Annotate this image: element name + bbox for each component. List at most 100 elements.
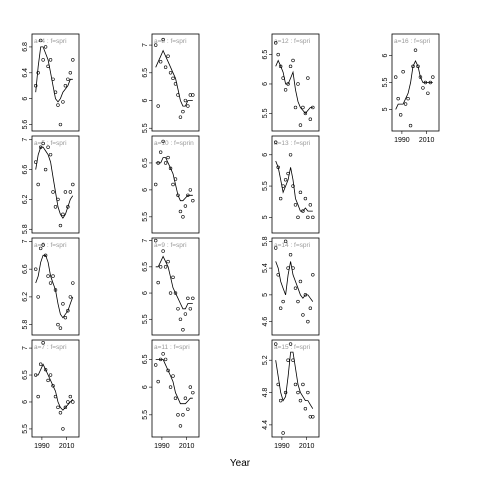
data-point xyxy=(158,265,163,269)
smooth-line xyxy=(395,59,433,110)
data-point xyxy=(183,204,188,208)
data-point xyxy=(278,64,283,69)
data-point xyxy=(303,196,308,201)
y-tick-label: 6 xyxy=(142,291,149,295)
data-point xyxy=(293,105,298,110)
data-point xyxy=(63,315,68,320)
y-tick-label: 6.4 xyxy=(22,68,29,78)
data-point xyxy=(168,71,173,75)
data-point xyxy=(418,75,423,79)
data-point xyxy=(286,82,290,86)
data-point xyxy=(303,111,308,116)
data-point xyxy=(173,177,178,181)
y-tick-label: 4.8 xyxy=(262,388,269,398)
data-point xyxy=(38,145,43,149)
panel-frame xyxy=(271,339,320,438)
data-point xyxy=(281,184,285,188)
data-point xyxy=(66,400,70,404)
y-tick-label: 5.4 xyxy=(262,263,269,273)
y-tick-label: 6 xyxy=(262,153,269,157)
data-point xyxy=(306,319,310,324)
data-point xyxy=(168,385,173,389)
y-tick-label: 6.6 xyxy=(22,165,29,175)
data-point xyxy=(56,322,60,327)
y-tick-label: 5.5 xyxy=(142,410,149,420)
data-point xyxy=(158,60,163,64)
y-tick-label: 6 xyxy=(142,98,149,102)
data-point xyxy=(61,212,65,217)
data-point xyxy=(43,45,48,49)
data-point xyxy=(306,215,310,220)
data-point xyxy=(41,58,45,62)
data-point xyxy=(301,105,305,110)
data-point xyxy=(163,265,168,269)
y-tick-label: 5.5 xyxy=(382,78,389,88)
smooth-line xyxy=(155,49,193,107)
data-point xyxy=(71,58,75,62)
data-point xyxy=(171,374,175,378)
y-tick-label: 7 xyxy=(22,239,29,243)
data-point xyxy=(278,196,283,201)
y-tick-label: 4.6 xyxy=(262,317,269,327)
data-point xyxy=(38,362,43,366)
data-point xyxy=(168,291,173,295)
data-point xyxy=(173,396,178,400)
data-point xyxy=(51,274,55,278)
data-point xyxy=(171,76,175,81)
data-point xyxy=(53,394,58,399)
data-point xyxy=(171,275,175,280)
y-tick-label: 5 xyxy=(262,215,269,219)
data-point xyxy=(293,286,298,290)
data-point xyxy=(66,77,70,81)
data-point xyxy=(286,171,290,176)
data-point xyxy=(186,193,190,197)
data-point xyxy=(156,161,160,165)
data-point xyxy=(283,390,288,395)
data-point xyxy=(34,267,38,271)
data-point xyxy=(53,205,58,209)
data-point xyxy=(301,209,305,213)
panel-frame xyxy=(31,339,80,438)
data-point xyxy=(403,102,408,106)
data-point xyxy=(38,246,43,251)
data-point xyxy=(298,398,303,403)
data-point xyxy=(181,413,185,417)
data-point xyxy=(178,115,183,119)
data-point xyxy=(161,139,165,144)
data-point xyxy=(431,75,435,79)
data-point xyxy=(163,65,168,69)
data-point xyxy=(303,293,308,297)
data-point xyxy=(51,190,55,194)
panel-frame xyxy=(271,33,320,132)
panel-frame xyxy=(31,237,80,336)
strip-label: a=14 : f=spri xyxy=(274,242,310,249)
data-point xyxy=(166,155,170,160)
data-point xyxy=(301,313,305,317)
data-point xyxy=(394,75,398,79)
data-point xyxy=(154,182,158,187)
y-tick-label: 5 xyxy=(262,293,269,297)
data-point xyxy=(56,197,60,202)
strip-label: a=11 : f=spri xyxy=(154,344,190,351)
data-point xyxy=(58,326,63,330)
data-point xyxy=(61,427,65,431)
data-point xyxy=(278,398,283,403)
strip-label: a=10 : f=sprin xyxy=(154,140,194,147)
y-tick-label: 6 xyxy=(142,385,149,389)
data-point xyxy=(43,167,48,172)
data-point xyxy=(283,178,288,182)
data-point xyxy=(188,93,193,97)
data-point xyxy=(66,205,70,209)
smooth-line xyxy=(275,59,313,115)
y-tick-label: 6.2 xyxy=(22,292,29,302)
data-point xyxy=(188,385,193,389)
data-point xyxy=(191,390,195,395)
data-point xyxy=(311,215,315,220)
y-tick-label: 6 xyxy=(22,400,29,404)
data-point xyxy=(311,273,315,277)
data-point xyxy=(178,317,183,321)
data-point xyxy=(183,98,188,103)
data-point xyxy=(311,415,315,419)
